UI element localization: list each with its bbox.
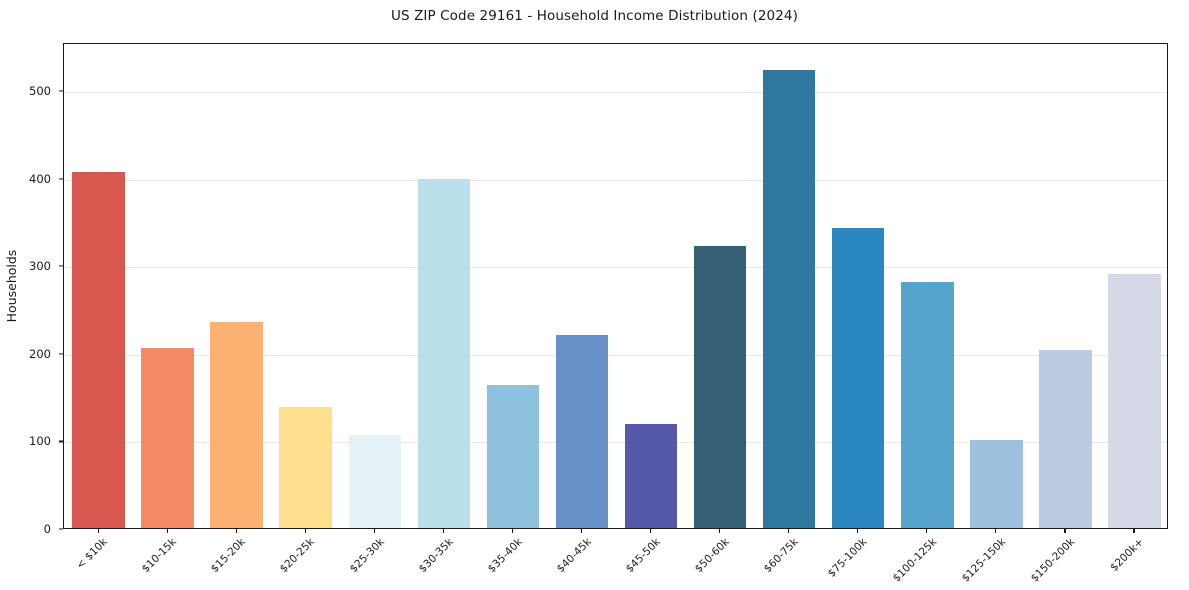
bar[interactable] xyxy=(1108,274,1161,528)
x-tick-label-text: < $10k xyxy=(74,536,111,572)
y-tick-mark xyxy=(59,90,63,92)
x-tick-mark xyxy=(857,529,859,533)
x-tick-mark xyxy=(373,529,375,533)
x-tick-mark xyxy=(166,529,168,533)
x-tick-label-text: $15-20k xyxy=(209,536,249,576)
x-tick-label-text: $35-40k xyxy=(485,536,525,576)
bar-series xyxy=(64,44,1167,528)
chart-title: US ZIP Code 29161 - Household Income Dis… xyxy=(391,8,798,24)
y-tick-mark xyxy=(59,265,63,267)
y-axis: 0 100 200 300 400 500 xyxy=(0,43,63,536)
bar[interactable] xyxy=(486,385,540,528)
x-tick-mark xyxy=(97,529,99,533)
bar[interactable] xyxy=(417,179,471,528)
x-tick-label-text: $125-150k xyxy=(959,536,1008,585)
x-tick-mark xyxy=(719,529,721,533)
x-axis: < $10k $10-15k $15-20k $20-25k $25-30k $30-35… xyxy=(63,529,1168,590)
x-tick-label-text: $200k+ xyxy=(1108,536,1146,574)
y-tick-label: 500 xyxy=(29,84,51,99)
y-tick-mark xyxy=(59,528,63,530)
bar[interactable] xyxy=(72,171,125,528)
x-tick-mark xyxy=(511,529,513,533)
x-tick-mark xyxy=(1064,529,1066,533)
x-tick-label-text: $30-35k xyxy=(416,536,456,576)
x-tick-label-text: $40-45k xyxy=(554,536,594,576)
bar[interactable] xyxy=(693,246,747,528)
y-tick-label: 300 xyxy=(29,259,51,274)
bar[interactable] xyxy=(1039,350,1092,528)
x-tick-label-text: $45-50k xyxy=(623,536,663,576)
x-tick-label-text: $60-75k xyxy=(761,536,801,576)
y-tick-label: 100 xyxy=(29,434,51,449)
x-tick-label-text: $150-200k xyxy=(1028,536,1077,585)
y-tick-label: 0 xyxy=(43,522,51,536)
bar[interactable] xyxy=(141,347,194,528)
x-tick-mark xyxy=(580,529,583,533)
bar[interactable] xyxy=(831,227,885,528)
bar[interactable] xyxy=(970,439,1023,528)
y-tick-mark xyxy=(59,353,63,355)
x-tick-mark xyxy=(995,529,997,533)
x-tick-label-text: $25-30k xyxy=(347,536,387,576)
bar[interactable] xyxy=(210,322,263,528)
y-tick-label: 400 xyxy=(29,171,51,186)
y-tick-mark xyxy=(59,178,63,180)
x-tick-mark xyxy=(650,529,652,533)
x-tick-mark xyxy=(442,529,444,533)
bar[interactable] xyxy=(279,407,332,528)
y-tick-mark xyxy=(59,440,63,442)
bar[interactable] xyxy=(624,423,678,528)
x-tick-label-text: $20-25k xyxy=(278,536,318,576)
y-tick-label: 200 xyxy=(29,346,51,361)
x-tick-mark xyxy=(926,529,928,533)
bar[interactable] xyxy=(901,281,954,528)
x-tick-label-text: $75-100k xyxy=(825,536,870,580)
x-tick-label-text: $10-15k xyxy=(139,536,180,576)
bar[interactable] xyxy=(348,435,402,528)
x-tick-mark xyxy=(1133,529,1135,533)
x-tick-mark xyxy=(788,529,790,533)
bar[interactable] xyxy=(555,335,609,528)
x-tick-mark xyxy=(235,529,237,533)
plot-area xyxy=(63,43,1168,529)
x-tick-mark xyxy=(304,529,306,533)
bar[interactable] xyxy=(762,70,816,528)
x-tick-label-text: $50-60k xyxy=(692,536,732,576)
x-tick-label-text: $100-125k xyxy=(890,536,939,585)
